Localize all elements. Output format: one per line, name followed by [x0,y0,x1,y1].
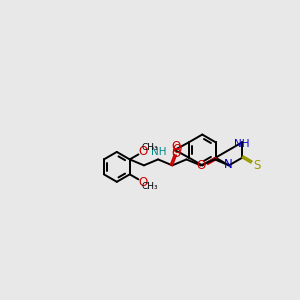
Text: O: O [171,140,181,153]
Text: NH: NH [151,148,166,158]
Text: O: O [197,159,206,172]
Text: CH₃: CH₃ [142,143,158,152]
Text: O: O [139,145,148,158]
Text: O: O [139,176,148,189]
Text: O: O [172,143,182,156]
Text: NH: NH [234,139,249,149]
Text: O: O [171,146,181,160]
Text: N: N [224,158,233,171]
Text: CH₃: CH₃ [142,182,158,190]
Text: S: S [253,159,260,172]
